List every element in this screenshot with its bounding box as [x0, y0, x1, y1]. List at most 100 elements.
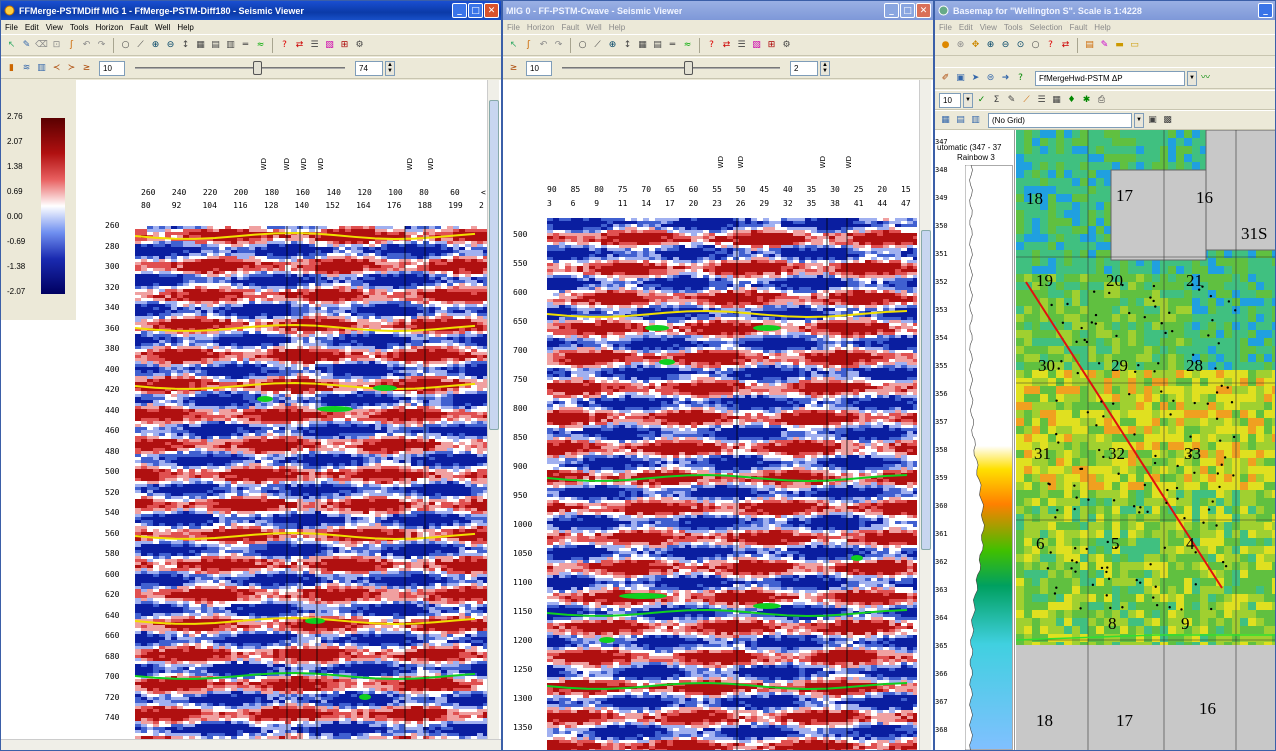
seismic-sample [369, 304, 376, 308]
seismic-sample [459, 280, 466, 284]
well-marker[interactable]: WD [300, 158, 308, 170]
seismic-sample [267, 406, 274, 410]
well-marker[interactable]: WD [317, 158, 325, 170]
seismic-sample [363, 463, 370, 467]
seismic-sample [399, 289, 406, 293]
menu-item[interactable]: Well [155, 23, 170, 32]
line-icon[interactable]: ⟋ [134, 39, 147, 52]
seismic-sample [255, 334, 262, 338]
seismic-sample [183, 289, 190, 293]
seismic-sample [333, 253, 340, 257]
seismic-sample [429, 445, 436, 449]
seismic-sample [381, 238, 388, 242]
menu-item[interactable]: Horizon [96, 23, 124, 32]
menu-item[interactable]: Edit [25, 23, 39, 32]
flatten-icon[interactable]: ≈ [254, 39, 267, 52]
seismic-sample [315, 241, 322, 245]
wells-icon[interactable]: ⇄ [293, 39, 306, 52]
seismic-sample [255, 445, 262, 449]
seismic-sample [417, 346, 424, 350]
seismic-sample [195, 316, 202, 320]
grid-icon[interactable]: ▦ [194, 39, 207, 52]
gain-slider[interactable] [135, 61, 345, 75]
seismic-sample [261, 472, 268, 476]
title-bar[interactable]: FFMerge-PSTMDiff MIG 1 - FfMerge-PSTM-Di… [1, 1, 501, 20]
seismic-sample [351, 445, 358, 449]
seismic-sample [141, 229, 148, 233]
menu-item[interactable]: Fault [130, 23, 148, 32]
pick-icon[interactable]: ✎ [20, 39, 33, 52]
pointer-icon[interactable]: ↖ [5, 39, 18, 52]
seismic-section[interactable] [135, 226, 487, 746]
seismic-sample [273, 451, 280, 455]
seismic-sample [135, 259, 142, 263]
seismic-sample [225, 472, 232, 476]
density-icon[interactable]: ▥ [35, 62, 48, 75]
seismic-sample [285, 304, 292, 308]
slider-value-field[interactable]: 74 [355, 60, 383, 76]
close-button[interactable]: ✕ [484, 3, 499, 18]
well-marker[interactable]: WD [406, 158, 414, 170]
seismic-sample [255, 331, 262, 335]
circle-icon[interactable]: ○ [119, 39, 132, 52]
well-marker[interactable]: WD [283, 158, 291, 170]
amplitude-icon[interactable]: ▮ [5, 62, 18, 75]
seismic-sample [231, 391, 238, 395]
seismic-sample [357, 463, 364, 467]
zoom-in-icon[interactable]: ⊕ [149, 39, 162, 52]
seismic-sample [177, 286, 184, 290]
seismic-sample [183, 253, 190, 257]
seismic-sample [249, 310, 256, 314]
select-icon[interactable]: ⊡ [50, 39, 63, 52]
colormap-icon[interactable]: ▧ [323, 39, 336, 52]
seismic-sample [387, 463, 394, 467]
seismic-sample [183, 445, 190, 449]
grid2-icon[interactable]: ▤ [209, 39, 222, 52]
wiggle-icon[interactable]: ≋ [20, 62, 33, 75]
undo-icon[interactable]: ↶ [80, 39, 93, 52]
window-title: FFMerge-PSTMDiff MIG 1 - FfMerge-PSTM-Di… [19, 6, 304, 16]
track-icon[interactable]: ʃ [65, 39, 78, 52]
seismic-canvas[interactable]: 2.76 2.07 1.38 0.69 0.00 -0.69 -1.38 -2.07 260 2… [1, 80, 501, 750]
zoom-out-icon[interactable]: ⊖ [164, 39, 177, 52]
arrow2-icon[interactable]: ≻ [65, 62, 78, 75]
menu-item[interactable]: View [46, 23, 63, 32]
erase-icon[interactable]: ⌫ [35, 39, 48, 52]
maximize-button[interactable]: □ [468, 3, 483, 18]
seismic-sample [183, 427, 190, 431]
seismic-sample [171, 298, 178, 302]
compare-icon[interactable]: ≥ [80, 62, 93, 75]
seismic-sample [141, 295, 148, 299]
seismic-sample [279, 376, 286, 380]
well-marker[interactable]: WD [260, 158, 268, 170]
seismic-sample [159, 433, 166, 437]
slider-min-field[interactable]: 10 [99, 60, 125, 76]
seismic-sample [171, 361, 178, 365]
minimize-button[interactable]: _ [452, 3, 467, 18]
menu-item[interactable]: Help [177, 23, 193, 32]
help-icon[interactable]: ? [278, 39, 291, 52]
well-marker[interactable]: WD [427, 158, 435, 170]
export-icon[interactable]: ⊞ [338, 39, 351, 52]
horizontal-icon[interactable]: ═ [239, 39, 252, 52]
seismic-sample [243, 238, 250, 242]
menu-item[interactable]: File [5, 23, 18, 32]
seismic-sample [351, 427, 358, 431]
redo-icon[interactable]: ↷ [95, 39, 108, 52]
seismic-sample [135, 379, 142, 383]
seismic-sample [153, 343, 160, 347]
vertical-icon[interactable]: ↕ [179, 39, 192, 52]
seismic-sample [243, 310, 250, 314]
arrow-icon[interactable]: ≺ [50, 62, 63, 75]
settings-icon[interactable]: ⚙ [353, 39, 366, 52]
slider-spinner[interactable]: ▲ ▼ [385, 60, 395, 76]
seismic-sample [327, 328, 334, 332]
seismic-sample [273, 256, 280, 260]
menu-item[interactable]: Tools [70, 23, 89, 32]
seismic-sample [273, 439, 280, 443]
seismic-sample [243, 250, 250, 254]
seismic-sample [465, 361, 472, 365]
seismic-sample [357, 412, 364, 416]
grid3-icon[interactable]: ▥ [224, 39, 237, 52]
list-icon[interactable]: ☰ [308, 39, 321, 52]
